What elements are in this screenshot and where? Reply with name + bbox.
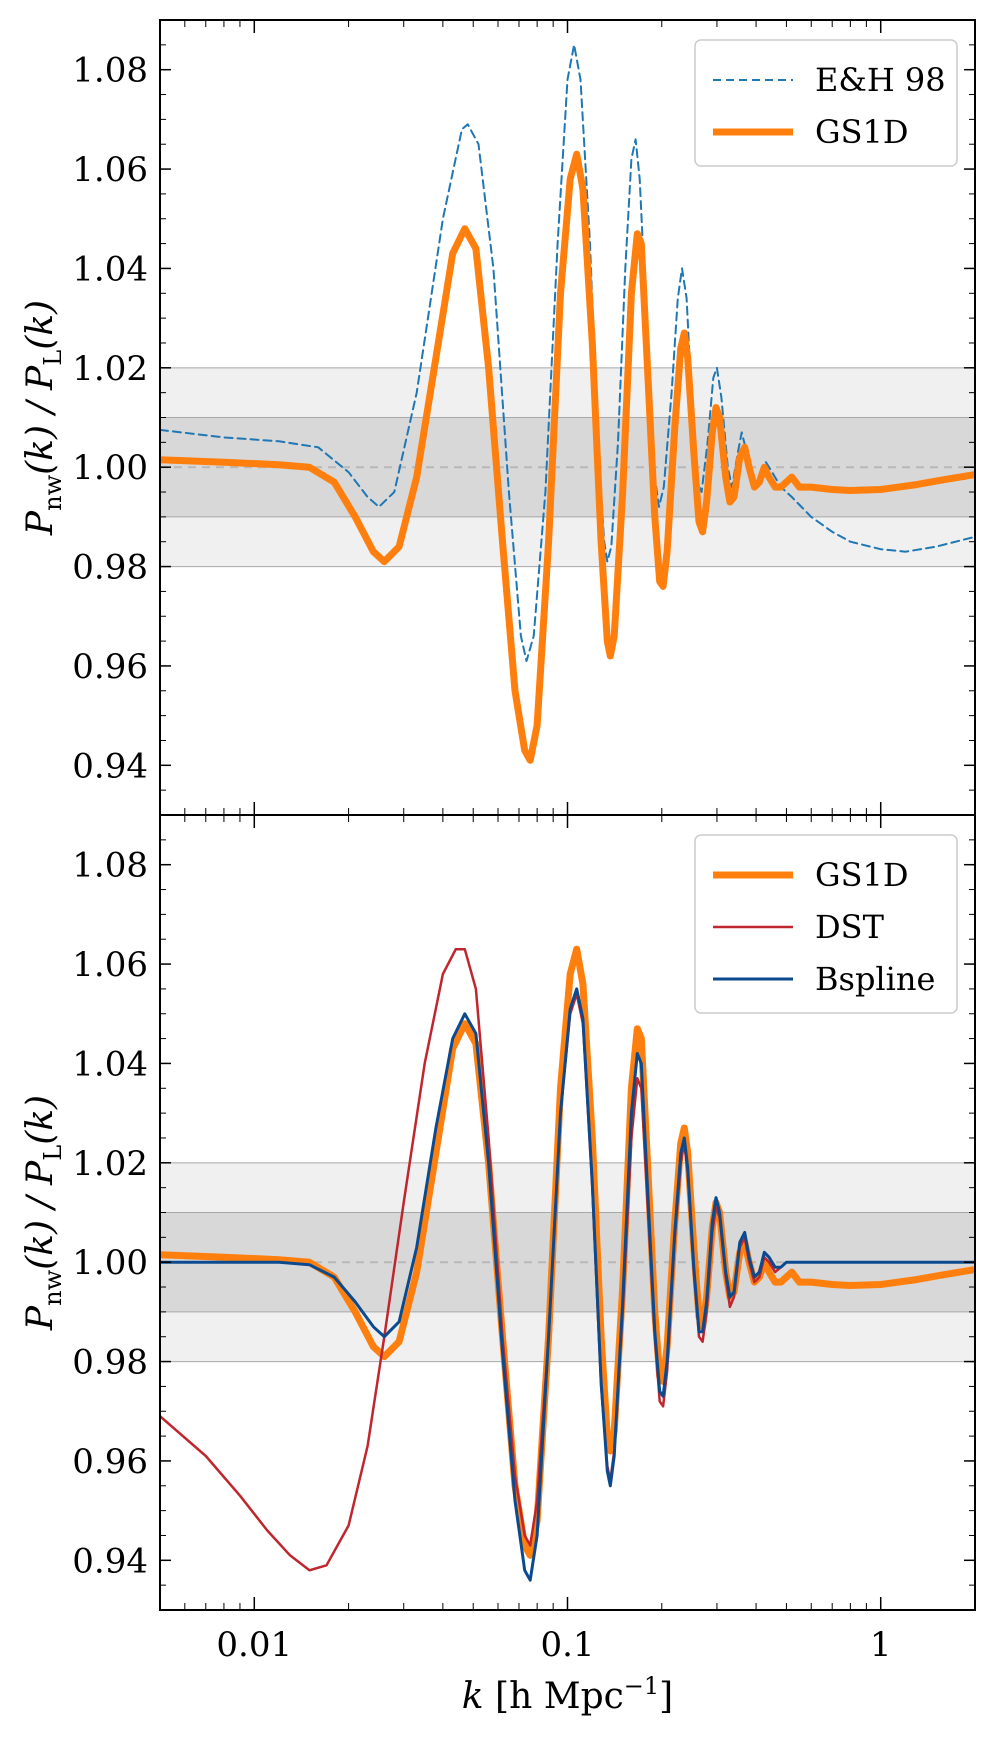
y-tick-label: 1.02 [72, 349, 148, 389]
legend-box [694, 834, 958, 1014]
legend: E&H 98 GS1D [694, 39, 958, 167]
series-group [160, 945, 975, 1582]
y-tick-label: 1.02 [72, 1144, 148, 1184]
y-axis-label: Pnw(k) / PL(k) [20, 300, 67, 536]
y-label-part: (k) / P [20, 1160, 61, 1270]
legend-label: DST [815, 908, 885, 946]
x-label-part: ] [659, 1676, 673, 1717]
y-tick-label: 0.98 [72, 548, 148, 588]
y-label-part: nw [39, 474, 67, 510]
panel-top: 0.94 0.96 0.98 1.00 1.02 1.04 1.06 1.08 Pnw(k) /… [20, 19, 976, 816]
y-tick-label: 1.00 [72, 448, 148, 488]
y-tick-label: 0.94 [72, 746, 148, 786]
legend: GS1D DST Bspline [694, 834, 958, 1014]
y-label-part: P [20, 510, 61, 536]
legend-label: GS1D [815, 113, 909, 151]
legend-label: GS1D [815, 856, 909, 894]
x-tick-label: 0.1 [540, 1625, 594, 1665]
x-tick-label: 1 [870, 1625, 892, 1665]
y-label-part: (k) [20, 1095, 61, 1145]
panel-bottom: 0.94 0.96 0.98 1.00 1.02 1.04 1.06 1.08 0.01 0.1 1… [20, 814, 976, 1717]
y-label-part: L [39, 350, 67, 366]
y-label-part: nw [39, 1269, 67, 1305]
x-tick-label: 0.01 [216, 1625, 292, 1665]
x-axis-label: k [h Mpc−1] [462, 1672, 673, 1717]
legend-label: Bspline [815, 960, 935, 998]
y-tick-label: 1.04 [72, 249, 148, 289]
y-axis-label: Pnw(k) / PL(k) [20, 1095, 67, 1331]
series-line-gs1d [160, 150, 975, 764]
series-group [160, 43, 975, 764]
y-tick-label: 0.98 [72, 1343, 148, 1383]
y-label-part: P [20, 1305, 61, 1331]
legend-label: E&H 98 [815, 61, 946, 99]
y-tick-label: 1.08 [72, 51, 148, 91]
y-label-part: (k) [20, 300, 61, 350]
y-tick-label: 0.96 [72, 1442, 148, 1482]
x-label-part: [h Mpc [484, 1676, 624, 1717]
y-tick-label: 0.94 [72, 1541, 148, 1581]
y-tick-label: 1.06 [72, 150, 148, 190]
x-label-part: −1 [624, 1672, 659, 1700]
y-tick-label: 0.96 [72, 647, 148, 687]
series-line-bspline [160, 987, 975, 1582]
y-tick-label: 1.08 [72, 846, 148, 886]
y-label-part: L [39, 1145, 67, 1161]
x-label-part: k [462, 1676, 484, 1717]
y-tick-label: 1.00 [72, 1243, 148, 1283]
y-tick-label: 1.06 [72, 945, 148, 985]
y-tick-label: 1.04 [72, 1044, 148, 1084]
y-label-part: (k) / P [20, 365, 61, 475]
